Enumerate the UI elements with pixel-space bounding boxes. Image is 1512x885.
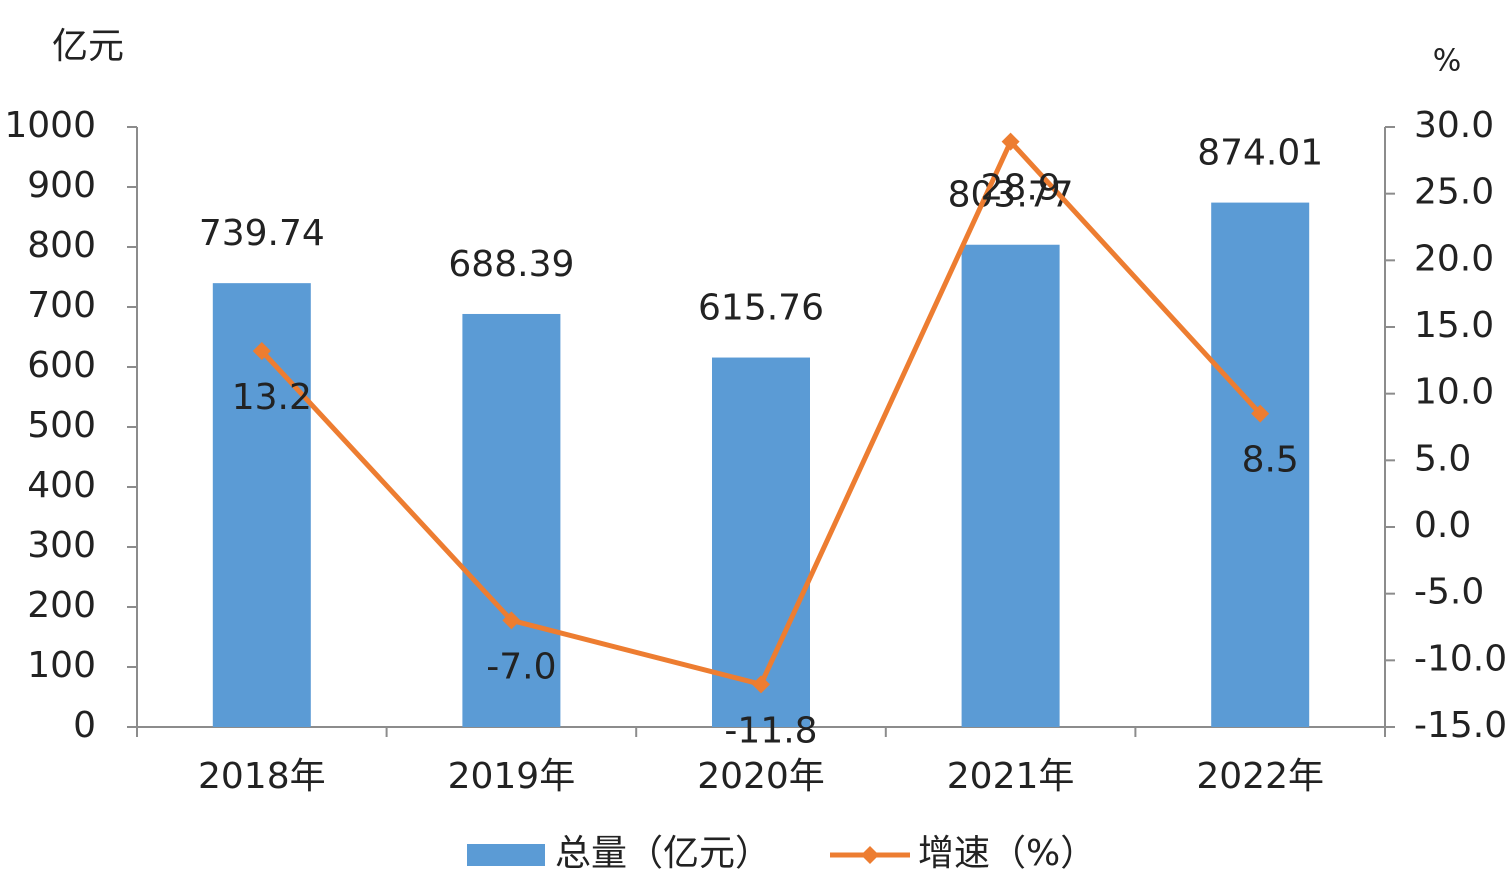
bar: [1211, 202, 1310, 727]
y-tick-label: 600: [27, 345, 96, 386]
y-tick-label: 1000: [4, 105, 96, 146]
bar: [462, 313, 561, 727]
bar: [961, 244, 1060, 727]
y2-tick-label: 15.0: [1414, 305, 1494, 346]
y-tick-label: 900: [27, 165, 96, 206]
y2-tick-label: 0.0: [1414, 505, 1471, 546]
legend-label: 增速（%）: [918, 833, 1096, 874]
y2-tick-label: 25.0: [1414, 172, 1494, 213]
line-marker: [1251, 404, 1270, 423]
x-tick-label: 2022年: [1196, 756, 1324, 797]
x-tick-label: 2021年: [947, 756, 1075, 797]
y-axis-label: 亿元: [52, 26, 124, 67]
bar-value-label: 739.74: [199, 213, 325, 254]
line-marker: [502, 611, 521, 630]
bar-value-label: 874.01: [1197, 133, 1323, 174]
y2-tick-label: 20.0: [1414, 238, 1494, 279]
legend-marker: [861, 846, 879, 864]
line-marker: [252, 342, 271, 360]
y2-tick-label: -15.0: [1414, 705, 1507, 746]
y2-tick-label: -5.0: [1414, 572, 1484, 613]
bar-value-label: 615.76: [698, 288, 824, 329]
line-value-label: 8.5: [1242, 440, 1299, 481]
y-tick-label: 400: [27, 465, 96, 506]
y-tick-label: 100: [27, 645, 96, 686]
y2-tick-label: 30.0: [1414, 105, 1494, 146]
y-tick-label: 800: [27, 225, 96, 266]
line-marker: [1001, 132, 1020, 151]
y-tick-label: 700: [27, 285, 96, 326]
bar-value-label: 688.39: [448, 244, 574, 285]
y2-axis-label: %: [1433, 44, 1462, 79]
y2-tick-label: 10.0: [1414, 372, 1494, 413]
x-tick-label: 2020年: [697, 756, 825, 797]
x-tick-label: 2019年: [448, 756, 576, 797]
y2-tick-label: 5.0: [1414, 438, 1471, 479]
y-tick-label: 300: [27, 525, 96, 566]
legend-swatch: [467, 844, 545, 866]
x-tick-label: 2018年: [198, 756, 326, 797]
y-tick-label: 0: [73, 705, 96, 746]
bar-value-label: 803.77: [948, 175, 1074, 216]
line-value-label: 13.2: [232, 377, 312, 418]
line-marker: [752, 675, 770, 694]
y-tick-label: 200: [27, 585, 96, 626]
line-value-label: 28.9: [981, 168, 1061, 209]
bar: [712, 357, 810, 727]
y-tick-label: 500: [27, 405, 96, 446]
line-value-label: -11.8: [724, 710, 817, 751]
line-value-label: -7.0: [486, 646, 556, 687]
legend-label: 总量（亿元）: [555, 833, 771, 874]
y2-tick-label: -10.0: [1414, 638, 1507, 679]
